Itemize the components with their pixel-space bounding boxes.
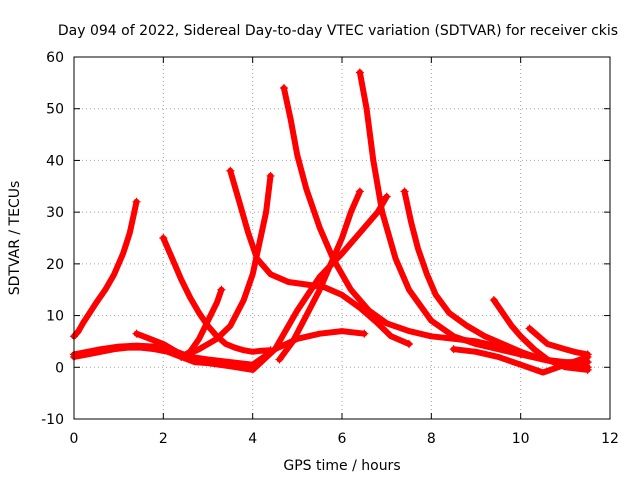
y-tick-label: -10 [41,412,64,428]
data-point [217,285,226,294]
y-tick-label: 20 [46,257,64,273]
series-line [526,325,591,358]
data-point [355,68,364,77]
data-point [266,346,275,355]
data-point [226,166,235,175]
data-point [382,192,391,201]
data-point [525,324,534,333]
chart-title: Day 094 of 2022, Sidereal Day-to-day VTE… [58,23,618,39]
data-point [279,84,288,93]
x-tick-label: 4 [248,431,257,447]
data-point [355,187,364,196]
series-arc-6 [177,171,275,361]
series-arc-10 [355,68,525,359]
data-point [132,329,141,338]
data-point [132,197,141,206]
y-tick-label: 40 [46,153,64,169]
plot-area [70,68,592,376]
data-point [360,329,369,338]
y-axis-label: SDTVAR / TECUs [7,181,23,296]
series-line [133,328,368,368]
data-point [583,350,592,359]
x-axis-label: GPS time / hours [283,458,400,474]
data-point [405,340,413,349]
series-line [71,193,390,373]
data-point [266,171,275,180]
x-tick-label: 10 [512,431,530,447]
y-tick-label: 50 [46,102,64,118]
series-arc-1 [70,197,141,341]
series-line [356,69,524,358]
data-point [159,234,168,242]
y-tick-label: 0 [55,360,64,376]
data-point [400,187,409,196]
x-tick-label: 0 [70,431,79,447]
series-arc-8 [275,187,364,364]
y-tick-label: 10 [46,309,64,325]
data-point [177,352,186,361]
data-point [449,345,458,354]
axes: 0 2 4 6 8 10 12 -10 0 10 20 30 40 50 60 [41,50,619,447]
series-line [490,297,591,373]
series-arc-4 [132,328,369,368]
x-tick-label: 12 [601,431,619,447]
x-tick-label: 8 [427,431,436,447]
data-point [583,365,592,374]
data-point [489,296,498,305]
y-tick-label: 60 [46,50,64,66]
series-line [276,188,363,363]
series-arc-14 [525,324,592,359]
series-arc-13 [489,296,592,374]
series-line [178,172,274,360]
x-tick-label: 2 [159,431,168,447]
series-line [401,188,591,371]
series-arc-11 [400,187,592,372]
series-arc-7 [226,166,413,349]
series-line [227,167,412,347]
data-point [275,355,284,364]
x-tick-label: 6 [338,431,347,447]
series-line [71,198,140,340]
y-tick-label: 30 [46,205,64,221]
